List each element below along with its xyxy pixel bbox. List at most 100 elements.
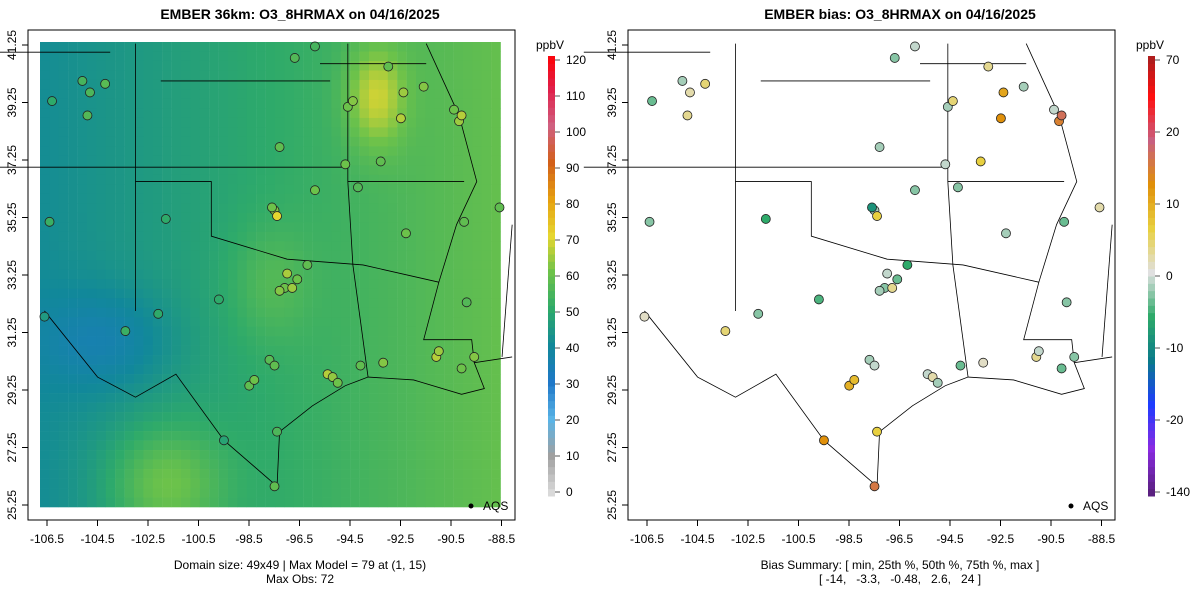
aqs-site-marker[interactable] xyxy=(100,78,111,89)
aqs-site-marker[interactable] xyxy=(910,41,920,52)
aqs-site-marker[interactable] xyxy=(869,360,880,371)
aqs-site-marker[interactable] xyxy=(44,216,55,227)
aqs-site-marker[interactable] xyxy=(396,113,406,124)
aqs-site-marker[interactable] xyxy=(953,182,963,193)
aqs-site-marker[interactable] xyxy=(355,360,366,371)
aqs-site-marker[interactable] xyxy=(249,375,260,385)
aqs-site-marker[interactable] xyxy=(1061,297,1072,308)
aqs-site-marker[interactable] xyxy=(644,216,655,227)
aqs-site-marker[interactable] xyxy=(375,156,386,167)
model-cell xyxy=(87,70,97,81)
aqs-site-marker[interactable] xyxy=(287,283,298,293)
aqs-site-marker[interactable] xyxy=(700,78,711,89)
aqs-site-marker[interactable] xyxy=(282,268,293,279)
aqs-site-marker[interactable] xyxy=(274,285,285,296)
aqs-site-marker[interactable] xyxy=(882,268,893,279)
aqs-site-marker[interactable] xyxy=(289,53,300,63)
aqs-site-marker[interactable] xyxy=(433,346,444,357)
aqs-site-marker[interactable] xyxy=(302,260,313,270)
aqs-site-marker[interactable] xyxy=(1094,202,1105,213)
aqs-site-marker[interactable] xyxy=(647,96,657,106)
aqs-site-marker[interactable] xyxy=(1059,216,1070,227)
model-cell xyxy=(275,412,285,422)
aqs-site-marker[interactable] xyxy=(849,375,860,385)
aqs-site-marker[interactable] xyxy=(398,87,409,98)
aqs-site-marker[interactable] xyxy=(456,110,467,121)
aqs-site-marker[interactable] xyxy=(418,81,429,92)
aqs-site-marker[interactable] xyxy=(975,156,986,167)
aqs-site-marker[interactable] xyxy=(874,285,885,296)
aqs-site-marker[interactable] xyxy=(160,214,171,224)
aqs-site-marker[interactable] xyxy=(39,311,50,322)
aqs-site-marker[interactable] xyxy=(310,41,320,52)
aqs-site-marker[interactable] xyxy=(461,297,472,308)
aqs-site-marker[interactable] xyxy=(874,142,885,152)
aqs-site-marker[interactable] xyxy=(401,228,411,239)
model-cell xyxy=(171,193,182,204)
aqs-site-marker[interactable] xyxy=(760,214,771,224)
aqs-site-marker[interactable] xyxy=(494,202,505,213)
aqs-site-marker[interactable] xyxy=(456,363,467,374)
aqs-site-marker[interactable] xyxy=(459,216,470,227)
aqs-site-marker[interactable] xyxy=(378,357,389,368)
aqs-site-marker[interactable] xyxy=(1069,352,1080,362)
aqs-site-marker[interactable] xyxy=(269,360,280,371)
aqs-site-marker[interactable] xyxy=(267,202,277,213)
aqs-site-marker[interactable] xyxy=(310,185,320,196)
aqs-site-marker[interactable] xyxy=(272,426,282,437)
aqs-site-marker[interactable] xyxy=(869,481,880,492)
aqs-site-marker[interactable] xyxy=(753,308,764,319)
aqs-site-marker[interactable] xyxy=(449,104,459,115)
aqs-site-marker[interactable] xyxy=(1001,228,1011,239)
model-cell xyxy=(152,260,163,271)
aqs-site-marker[interactable] xyxy=(685,87,695,98)
aqs-site-marker[interactable] xyxy=(892,274,903,285)
aqs-site-marker[interactable] xyxy=(955,360,966,371)
aqs-site-marker[interactable] xyxy=(1049,104,1059,115)
model-cell xyxy=(453,355,464,365)
aqs-site-marker[interactable] xyxy=(214,294,224,305)
aqs-site-marker[interactable] xyxy=(947,96,958,106)
aqs-site-marker[interactable] xyxy=(978,357,989,368)
aqs-site-marker[interactable] xyxy=(340,159,351,170)
aqs-site-marker[interactable] xyxy=(1018,81,1029,92)
aqs-site-marker[interactable] xyxy=(867,202,877,213)
aqs-site-marker[interactable] xyxy=(47,96,57,106)
aqs-site-marker[interactable] xyxy=(887,283,898,293)
aqs-site-marker[interactable] xyxy=(932,377,943,388)
aqs-site-marker[interactable] xyxy=(682,110,693,121)
aqs-site-marker[interactable] xyxy=(819,435,829,446)
aqs-site-marker[interactable] xyxy=(983,61,994,72)
aqs-site-marker[interactable] xyxy=(77,76,88,86)
aqs-site-marker[interactable] xyxy=(814,294,824,305)
aqs-site-marker[interactable] xyxy=(274,142,285,152)
aqs-site-marker[interactable] xyxy=(639,311,650,322)
aqs-site-marker[interactable] xyxy=(872,426,882,437)
aqs-site-marker[interactable] xyxy=(1056,363,1067,374)
aqs-site-marker[interactable] xyxy=(677,76,688,86)
aqs-site-marker[interactable] xyxy=(269,481,280,492)
aqs-site-marker[interactable] xyxy=(996,113,1006,124)
aqs-site-marker[interactable] xyxy=(272,211,282,221)
aqs-site-marker[interactable] xyxy=(720,326,731,336)
aqs-site-marker[interactable] xyxy=(910,185,920,196)
aqs-site-marker[interactable] xyxy=(902,260,913,270)
aqs-site-marker[interactable] xyxy=(292,274,303,285)
aqs-site-marker[interactable] xyxy=(85,87,95,98)
aqs-site-marker[interactable] xyxy=(353,182,363,193)
aqs-site-marker[interactable] xyxy=(347,96,358,106)
aqs-site-marker[interactable] xyxy=(332,377,343,388)
aqs-site-marker[interactable] xyxy=(383,61,394,72)
aqs-site-marker[interactable] xyxy=(1056,110,1067,121)
aqs-site-marker[interactable] xyxy=(469,352,480,362)
aqs-site-marker[interactable] xyxy=(120,326,131,336)
aqs-site-marker[interactable] xyxy=(940,159,951,170)
aqs-site-marker[interactable] xyxy=(1033,346,1044,357)
aqs-site-marker[interactable] xyxy=(219,435,229,446)
aqs-site-marker[interactable] xyxy=(998,87,1009,98)
aqs-site-marker[interactable] xyxy=(82,110,93,121)
aqs-site-marker[interactable] xyxy=(872,211,882,221)
model-cell xyxy=(397,165,407,176)
aqs-site-marker[interactable] xyxy=(889,53,900,63)
aqs-site-marker[interactable] xyxy=(153,308,164,319)
